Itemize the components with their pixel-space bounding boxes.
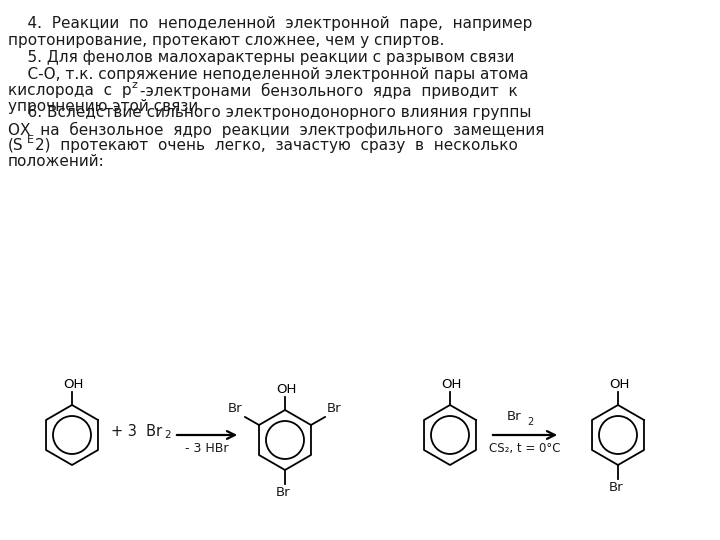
Text: Br: Br	[228, 402, 242, 415]
Text: Br: Br	[507, 410, 521, 423]
Text: z: z	[132, 80, 138, 90]
Text: Br: Br	[327, 402, 341, 415]
Text: + 3  Br: + 3 Br	[111, 423, 162, 438]
Text: E: E	[27, 135, 34, 145]
Text: OH: OH	[441, 378, 462, 391]
Text: OH: OH	[276, 383, 297, 396]
Text: 4.  Реакции  по  неподеленной  электронной  паре,  например: 4. Реакции по неподеленной электронной п…	[8, 16, 532, 31]
Text: 2: 2	[527, 417, 534, 427]
Text: CS₂, t = 0°C: CS₂, t = 0°C	[490, 442, 561, 455]
Text: положений:: положений:	[8, 154, 104, 170]
Text: (S: (S	[8, 138, 24, 153]
Text: Br: Br	[276, 486, 291, 499]
Text: 6. Вследствие сильного электронодонорного влияния группы: 6. Вследствие сильного электронодонорног…	[8, 105, 531, 120]
Text: 5. Для фенолов малохарактерны реакции с разрывом связи: 5. Для фенолов малохарактерны реакции с …	[8, 50, 514, 65]
Text: упрочнению этой связи.: упрочнению этой связи.	[8, 99, 203, 114]
Text: С-О, т.к. сопряжение неподеленной электронной пары атома: С-О, т.к. сопряжение неподеленной электр…	[8, 66, 528, 82]
Text: OH: OH	[609, 378, 629, 391]
Text: протонирование, протекают сложнее, чем у спиртов.: протонирование, протекают сложнее, чем у…	[8, 32, 444, 48]
Text: ОХ  на  бензольное  ядро  реакции  электрофильного  замещения: ОХ на бензольное ядро реакции электрофил…	[8, 122, 544, 138]
Text: - 3 HBr: - 3 HBr	[185, 442, 229, 455]
Text: кислорода  с  p: кислорода с p	[8, 83, 132, 98]
Text: OH: OH	[63, 378, 84, 391]
Text: 2: 2	[164, 430, 171, 440]
Text: -электронами  бензольного  ядра  приводит  к: -электронами бензольного ядра приводит к	[140, 83, 518, 99]
Text: 2)  протекают  очень  легко,  зачастую  сразу  в  несколько: 2) протекают очень легко, зачастую сразу…	[35, 138, 518, 153]
Text: Br: Br	[609, 481, 624, 494]
